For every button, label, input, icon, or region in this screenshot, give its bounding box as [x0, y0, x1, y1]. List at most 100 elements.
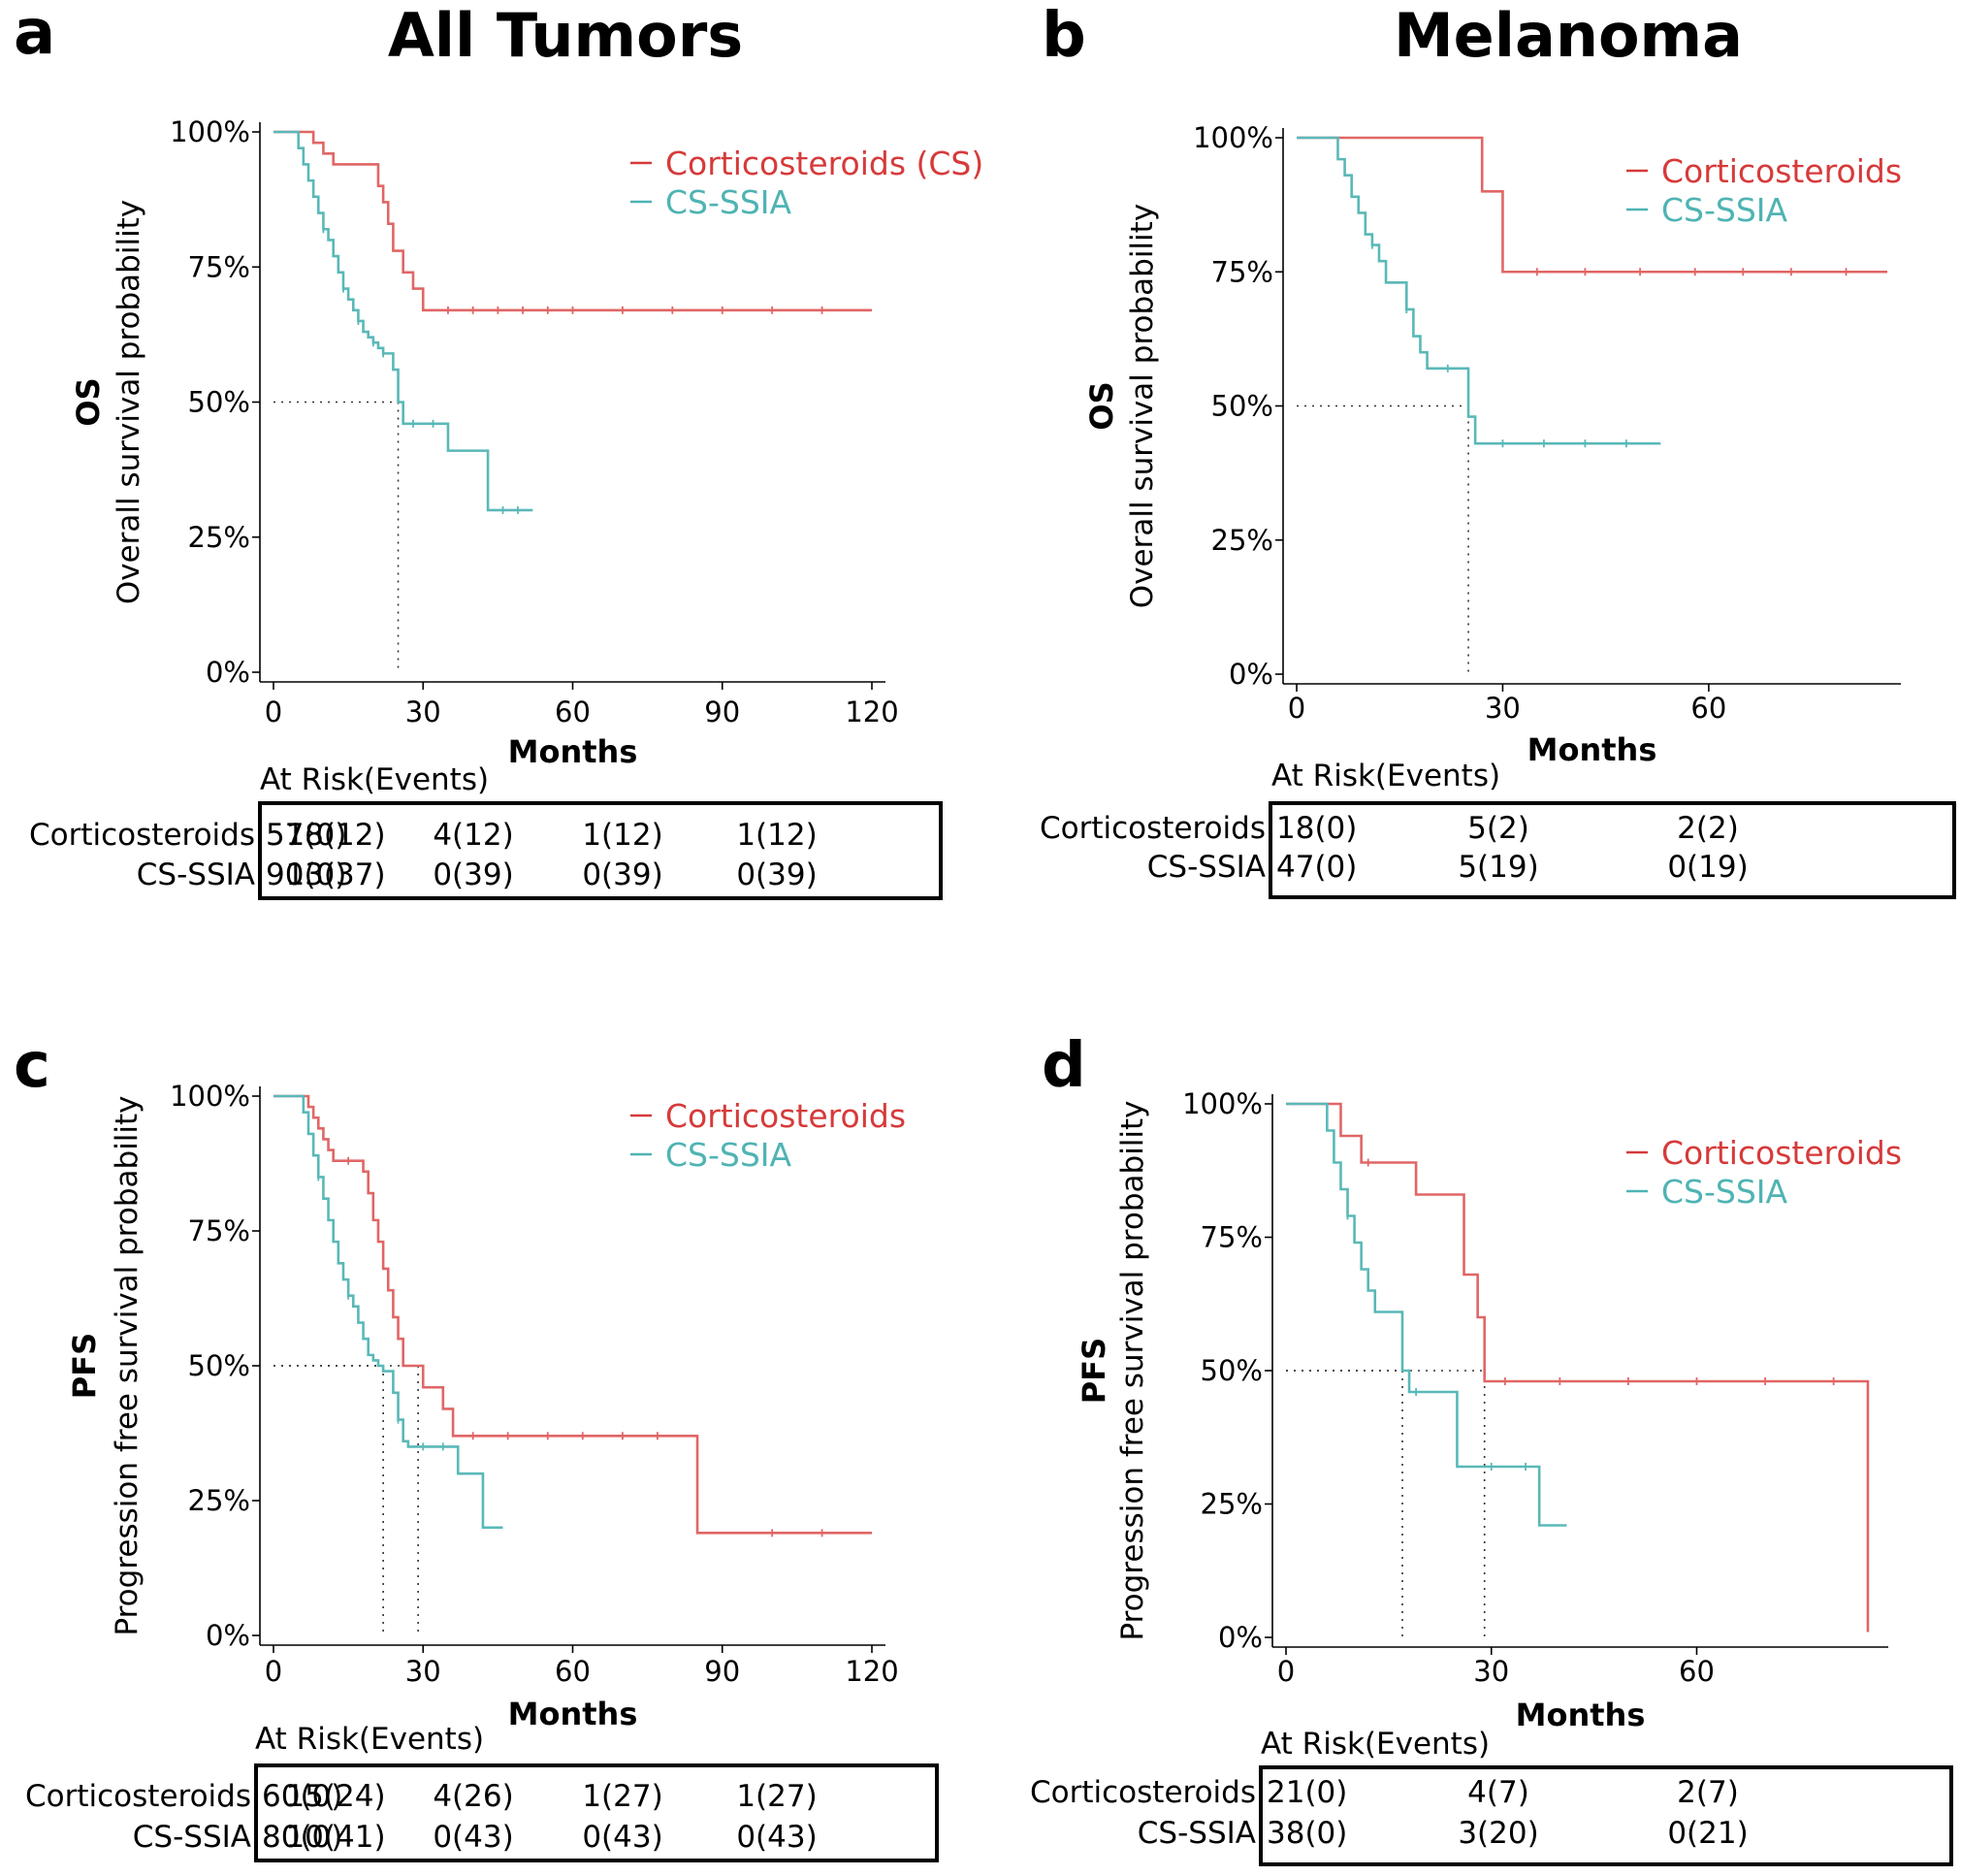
legend-entry: Corticosteroids (CS) — [665, 145, 983, 182]
x-tick-label: 0 — [1288, 692, 1305, 725]
y-tick-label: 50% — [188, 1349, 250, 1382]
series-line-corticosteroids — [1286, 1102, 1870, 1633]
panel-letter-d: d — [1042, 1030, 1086, 1102]
legend-entry: CS-SSIA — [1661, 1173, 1788, 1211]
risk-row-label: Corticosteroids — [29, 818, 255, 853]
risk-table-title: At Risk(Events) — [1261, 1727, 1490, 1762]
x-axis-title: Months — [508, 1696, 638, 1732]
legend-entry: Corticosteroids — [1661, 1134, 1902, 1172]
risk-cell: 18(12) — [285, 818, 385, 853]
risk-cell: 15(24) — [285, 1779, 385, 1814]
y-tick-label: 25% — [188, 521, 250, 554]
legend-entry: CS-SSIA — [1661, 191, 1788, 229]
y-axis-title: Progression free survival probability — [1115, 1100, 1150, 1640]
series-line-cs-ssia — [1297, 136, 1661, 445]
risk-row-label: CS-SSIA — [1147, 850, 1266, 885]
risk-row-label: CS-SSIA — [133, 1820, 251, 1855]
risk-table-box — [258, 801, 943, 900]
risk-row-label: Corticosteroids — [1040, 811, 1266, 846]
y-tick-label: 0% — [1229, 658, 1273, 691]
legend-entry: Corticosteroids — [1661, 152, 1902, 190]
x-tick-label: 60 — [555, 1655, 591, 1688]
y-tick-label: 0% — [206, 1619, 250, 1652]
y-tick-label: 75% — [188, 250, 250, 283]
y-tick-label: 75% — [1211, 255, 1273, 288]
risk-cell: 0(43) — [736, 1820, 817, 1855]
y-axis-endpoint-label: OS — [70, 377, 107, 426]
y-axis-endpoint-label: PFS — [1076, 1338, 1112, 1404]
x-tick-label: 60 — [1679, 1655, 1715, 1688]
panel-letter-b: b — [1042, 0, 1086, 72]
risk-cell: 4(26) — [433, 1779, 513, 1814]
risk-cell: 4(12) — [433, 818, 513, 853]
x-tick-label: 30 — [405, 695, 441, 728]
risk-row-label: Corticosteroids — [1030, 1775, 1256, 1810]
risk-cell: 1(27) — [736, 1779, 817, 1814]
x-axis-title: Months — [1516, 1697, 1646, 1733]
risk-cell: 0(43) — [433, 1820, 513, 1855]
y-tick-label: 100% — [170, 1080, 250, 1113]
y-tick-label: 100% — [1182, 1087, 1263, 1120]
risk-table-box — [254, 1763, 939, 1862]
risk-cell: 18(0) — [1276, 811, 1357, 846]
risk-table-box — [1269, 801, 1956, 899]
x-axis-title: Months — [1527, 731, 1657, 768]
risk-cell: 5(19) — [1458, 850, 1538, 885]
y-tick-label: 25% — [188, 1484, 250, 1517]
risk-cell: 0(43) — [582, 1820, 662, 1855]
y-tick-label: 50% — [188, 386, 250, 419]
risk-cell: 60(0) — [262, 1779, 342, 1814]
x-tick-label: 0 — [265, 695, 282, 728]
risk-cell: 80(0) — [262, 1820, 342, 1855]
risk-table-box — [1259, 1765, 1953, 1866]
legend-entry: CS-SSIA — [665, 1136, 792, 1174]
risk-cell: 21(0) — [1267, 1775, 1347, 1810]
risk-cell: 47(0) — [1276, 850, 1357, 885]
risk-cell: 0(39) — [736, 857, 817, 892]
risk-cell: 4(7) — [1467, 1775, 1529, 1810]
x-tick-label: 60 — [555, 695, 591, 728]
x-tick-label: 30 — [405, 1655, 441, 1688]
x-tick-label: 30 — [1485, 692, 1521, 725]
x-tick-label: 120 — [845, 1655, 898, 1688]
title-melanoma: Melanoma — [1394, 0, 1743, 71]
panel-letter-a: a — [14, 0, 55, 69]
risk-cell: 1(12) — [582, 818, 662, 853]
y-tick-label: 25% — [1211, 524, 1273, 557]
title-all-tumors: All Tumors — [388, 0, 743, 71]
x-tick-label: 0 — [1277, 1655, 1295, 1688]
panel-letter-c: c — [14, 1030, 50, 1102]
risk-table-title: At Risk(Events) — [255, 1722, 484, 1757]
y-tick-label: 75% — [188, 1214, 250, 1247]
risk-cell: 2(2) — [1677, 811, 1739, 846]
y-tick-label: 100% — [170, 115, 250, 148]
risk-row-label: CS-SSIA — [1138, 1816, 1256, 1851]
y-tick-label: 0% — [206, 656, 250, 689]
series-line-corticosteroids — [273, 1094, 872, 1535]
x-tick-label: 60 — [1690, 692, 1726, 725]
risk-cell: 3(20) — [1458, 1816, 1538, 1851]
risk-cell: 13(37) — [285, 857, 385, 892]
risk-cell: 0(39) — [433, 857, 513, 892]
panel-c: c 0% 25% 50% 75% 100% 0 30 60 90 120 Months PFS Progr… — [14, 1030, 939, 1862]
risk-table-title: At Risk(Events) — [1271, 759, 1500, 793]
y-tick-label: 50% — [1211, 390, 1273, 423]
risk-cell: 10(41) — [285, 1820, 385, 1855]
y-tick-label: 75% — [1201, 1221, 1263, 1254]
x-tick-label: 30 — [1473, 1655, 1509, 1688]
x-tick-label: 90 — [704, 1655, 740, 1688]
y-axis-endpoint-label: OS — [1083, 381, 1120, 430]
y-axis-title: Overall survival probability — [1125, 204, 1160, 608]
x-tick-label: 0 — [265, 1655, 282, 1688]
y-axis-endpoint-label: PFS — [66, 1333, 103, 1399]
y-tick-label: 100% — [1193, 121, 1273, 154]
series-line-corticosteroids — [273, 130, 872, 312]
y-axis-title: Overall survival probability — [112, 200, 146, 604]
risk-cell: 2(7) — [1677, 1775, 1739, 1810]
legend-entry: CS-SSIA — [665, 183, 792, 221]
legend-entry: Corticosteroids — [665, 1097, 906, 1135]
risk-cell: 0(19) — [1667, 850, 1748, 885]
series-line-cs-ssia — [1286, 1102, 1567, 1527]
y-tick-label: 50% — [1201, 1354, 1263, 1387]
